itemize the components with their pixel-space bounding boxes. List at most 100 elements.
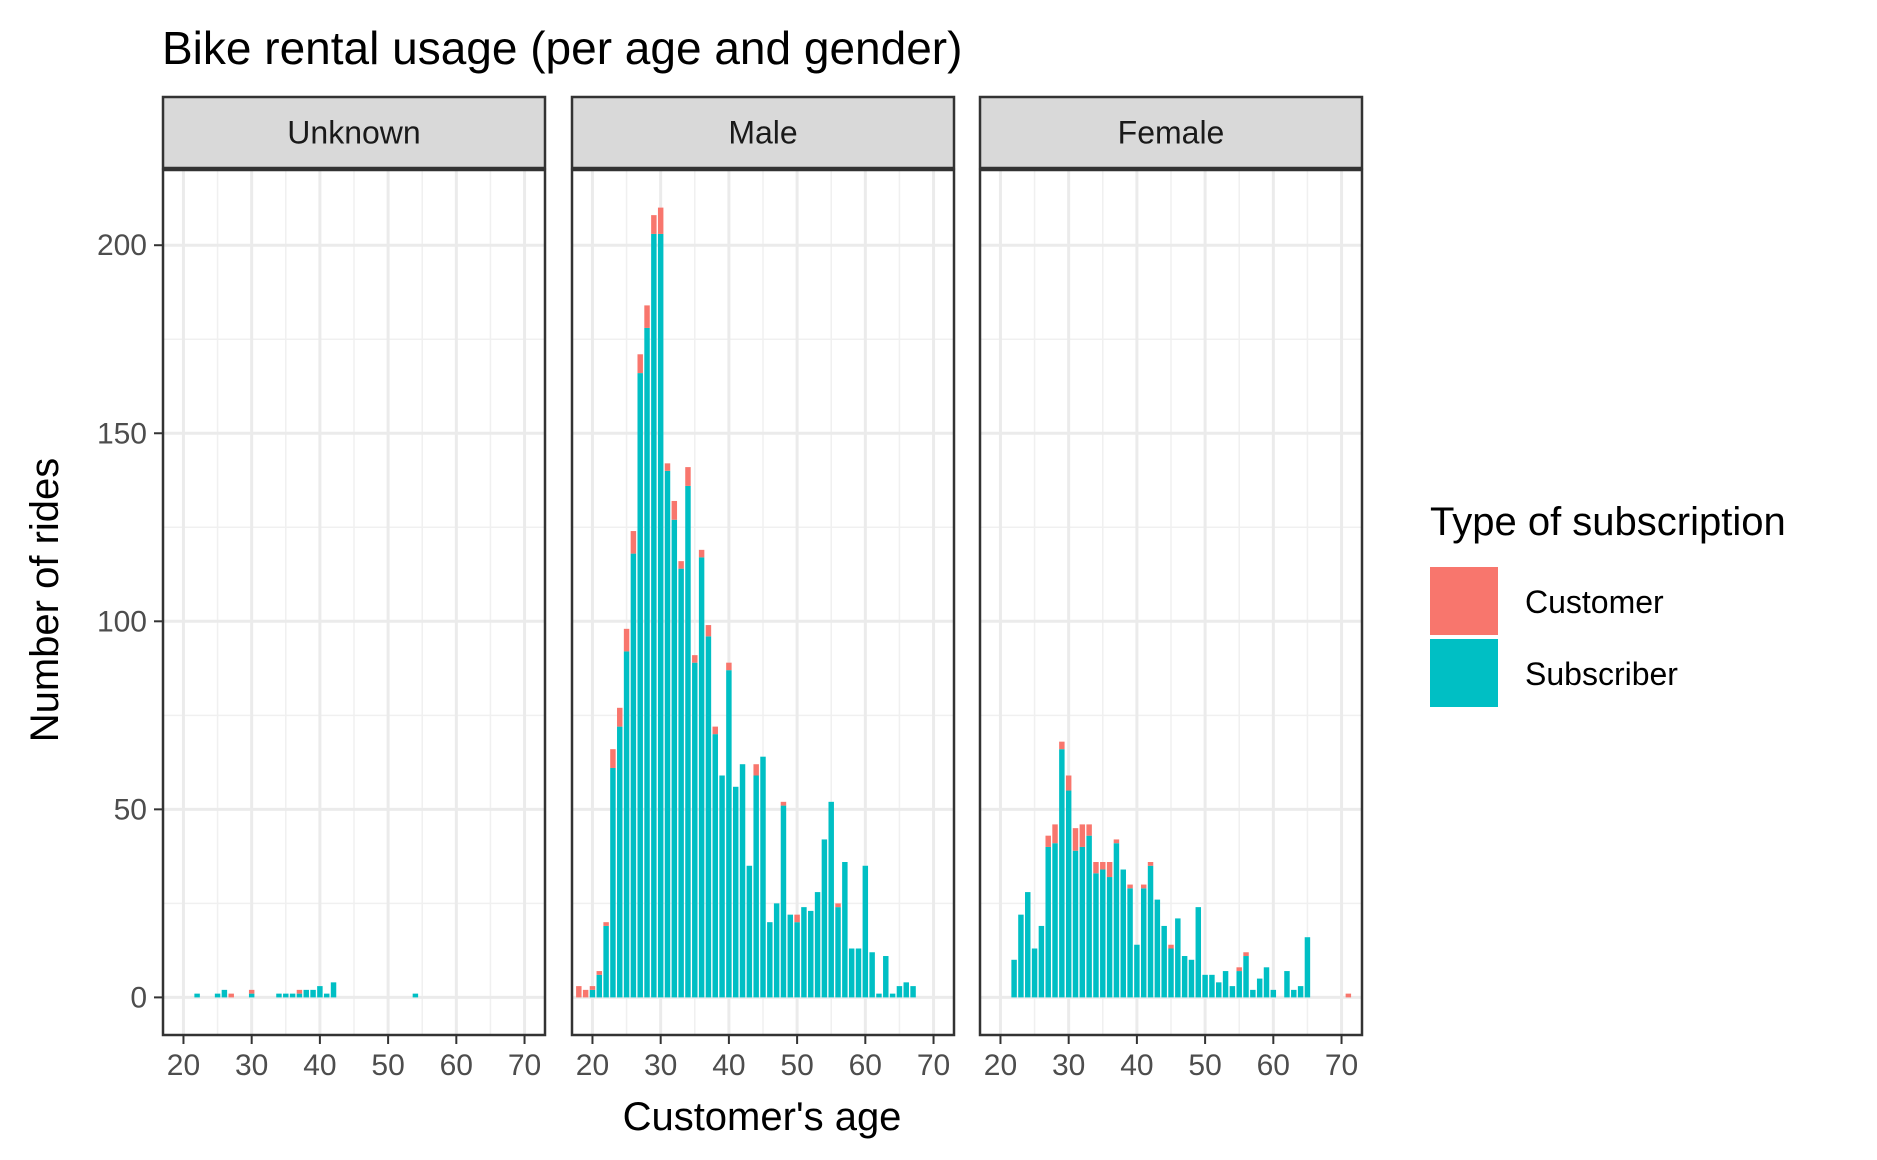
bar-subscriber-age-54 [412,993,419,998]
bar-subscriber-age-34 [1093,873,1099,998]
legend-label-customer: Customer [1525,584,1664,620]
facet-panel-female: Female 20 30 40 50 60 70 [978,95,1364,1082]
bar-subscriber-age-30 [1065,790,1072,998]
x-tick-label: 50 [371,1049,404,1082]
facet-strip [978,95,1364,170]
bar-subscriber-age-42 [330,982,337,998]
bar-subscriber-age-22 [194,993,200,998]
bar-subscriber-age-27 [1045,846,1051,998]
bar-customer-age-38 [712,726,718,735]
bar-subscriber-age-28 [1052,843,1058,998]
bar-subscriber-age-66 [903,982,909,998]
bar-subscriber-age-33 [678,568,684,998]
bar-customer-age-48 [780,801,787,806]
bar-customer-age-18 [576,986,582,998]
bar-subscriber-age-39 [310,989,316,998]
bar-subscriber-age-51 [801,907,807,998]
legend-key-customer [1430,567,1498,635]
bar-subscriber-age-60 [862,865,869,998]
bar-subscriber-age-42 [739,764,746,998]
x-tick-label: 40 [303,1049,336,1082]
bar-customer-age-30 [657,207,664,234]
bar-subscriber-age-58 [1256,978,1263,998]
bar-subscriber-age-50 [794,922,800,998]
bar-customer-age-20 [589,986,596,990]
bar-subscriber-age-38 [712,734,718,998]
bar-subscriber-age-63 [1291,989,1297,998]
bar-subscriber-age-34 [276,993,282,998]
bar-subscriber-age-65 [1304,937,1311,998]
bar-subscriber-age-22 [1011,959,1017,998]
bar-customer-age-27 [228,993,234,998]
bar-subscriber-age-29 [1059,749,1065,998]
x-tick-label: 60 [440,1049,473,1082]
y-tick-label: 0 [130,981,147,1014]
bar-customer-age-29 [651,215,657,234]
bar-subscriber-age-48 [780,805,787,998]
bar-subscriber-age-25 [1031,948,1038,998]
x-tick-label: 70 [508,1049,541,1082]
bar-subscriber-age-64 [1297,986,1304,998]
x-tick-label: 70 [917,1049,950,1082]
bar-subscriber-age-44 [753,775,759,998]
facet-strip [161,95,547,170]
x-tick-label: 50 [1188,1049,1221,1082]
bar-subscriber-age-30 [657,233,664,998]
bar-subscriber-age-42 [1147,865,1154,998]
bar-customer-age-29 [1059,741,1065,750]
bar-customer-age-27 [1045,835,1051,847]
bar-customer-age-26 [630,531,637,554]
bar-customer-age-22 [603,922,609,926]
bar-subscriber-age-31 [1072,850,1079,998]
bar-customer-age-30 [248,989,255,994]
bar-subscriber-age-35 [283,993,289,998]
bar-subscriber-age-51 [1209,974,1215,998]
bar-subscriber-age-47 [773,903,780,998]
x-tick-label: 20 [167,1049,200,1082]
bar-subscriber-age-63 [883,956,889,998]
y-tick-label: 100 [97,605,147,638]
bar-subscriber-age-67 [910,986,916,998]
bar-subscriber-age-40 [726,670,732,998]
bar-subscriber-age-30 [248,993,255,998]
bar-subscriber-age-38 [1120,869,1126,998]
legend: Type of subscription Customer Subscriber [1430,500,1786,707]
bar-subscriber-age-37 [296,993,303,998]
bar-subscriber-age-33 [1086,835,1092,998]
bar-subscriber-age-29 [651,233,657,998]
bar-customer-age-32 [1079,824,1086,847]
bar-subscriber-age-41 [732,786,739,998]
bar-subscriber-age-59 [1263,967,1270,998]
bar-customer-age-31 [1072,828,1079,851]
bar-customer-age-32 [671,500,678,520]
bar-subscriber-age-52 [808,910,814,998]
x-tick-label: 60 [849,1049,882,1082]
bar-subscriber-age-55 [828,801,834,998]
legend-key-subscriber [1430,639,1498,707]
bar-subscriber-age-61 [869,952,875,998]
bar-subscriber-age-40 [1134,944,1140,998]
bar-subscriber-age-32 [671,519,678,998]
y-tick-label: 200 [97,229,147,262]
y-tick-label: 150 [97,417,147,450]
panel-border [161,168,547,1037]
bar-customer-age-37 [1113,839,1120,844]
bar-subscriber-age-28 [644,327,650,998]
bar-subscriber-age-49 [1195,907,1202,998]
facet-strip-label: Male [728,115,797,151]
bar-subscriber-age-35 [692,662,698,998]
bar-subscriber-age-34 [685,485,691,998]
facet-panels: Unknown 20 30 40 50 60 70 0 50 100 150 200 Male 20 30 4… [97,95,1364,1082]
bar-subscriber-age-53 [1222,971,1229,998]
bar-subscriber-age-57 [842,862,848,998]
bar-customer-age-28 [1052,824,1058,844]
bar-subscriber-age-23 [1018,914,1024,998]
bar-subscriber-age-38 [303,989,309,998]
bar-customer-age-45 [1168,944,1174,949]
bar-subscriber-age-41 [323,993,330,998]
bar-subscriber-age-62 [1284,971,1290,998]
bar-subscriber-age-20 [589,989,596,998]
bar-customer-age-55 [1236,967,1242,972]
bar-subscriber-age-43 [1154,899,1161,998]
